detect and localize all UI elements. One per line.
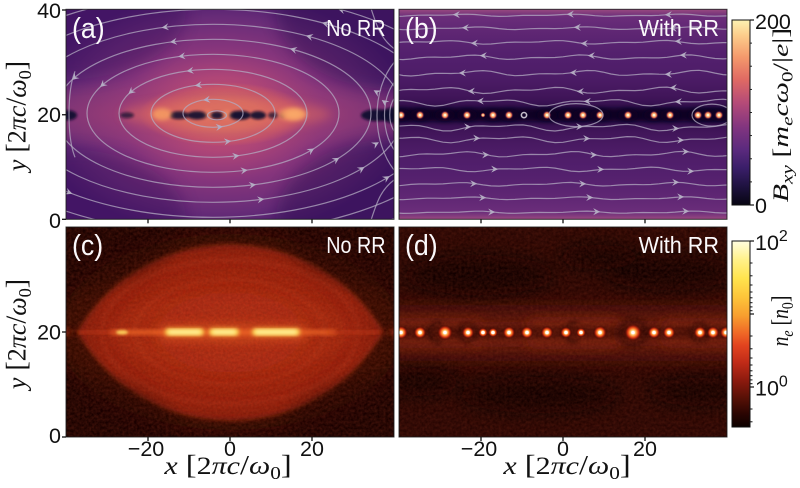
svg-text:200: 200 [755, 10, 791, 34]
svg-text:x [2πc/ω0]: x [2πc/ω0] [502, 450, 630, 483]
svg-text:40: 40 [37, 0, 61, 23]
svg-text:0: 0 [557, 437, 569, 461]
svg-text:(d): (d) [405, 229, 438, 261]
svg-text:0: 0 [49, 424, 61, 448]
svg-text:100: 100 [755, 374, 788, 401]
svg-text:(a): (a) [72, 12, 105, 44]
svg-text:ne [n0]: ne [n0] [766, 296, 797, 347]
svg-text:−20: −20 [128, 437, 165, 461]
svg-text:(c): (c) [72, 229, 103, 261]
svg-text:(b): (b) [405, 12, 438, 44]
svg-text:102: 102 [755, 228, 788, 255]
svg-text:20: 20 [37, 321, 61, 345]
svg-text:−20: −20 [461, 437, 498, 461]
svg-text:x [2πc/ω0]: x [2πc/ω0] [163, 450, 291, 483]
svg-text:No RR: No RR [326, 231, 385, 258]
svg-text:0: 0 [224, 437, 236, 461]
svg-text:20: 20 [633, 437, 657, 461]
svg-text:y [2πc/ω0]: y [2πc/ω0] [2, 61, 35, 174]
svg-text:20: 20 [300, 437, 324, 461]
svg-text:0: 0 [49, 209, 61, 233]
svg-text:y [2πc/ω0]: y [2πc/ω0] [2, 279, 35, 392]
svg-text:20: 20 [37, 103, 61, 127]
svg-text:0: 0 [755, 194, 767, 218]
svg-text:With RR: With RR [639, 232, 719, 258]
svg-text:No RR: No RR [326, 14, 385, 41]
svg-text:With RR: With RR [639, 15, 719, 41]
svg-text:Bxy [mecω0/|e|]: Bxy [mecω0/|e|] [768, 28, 797, 203]
